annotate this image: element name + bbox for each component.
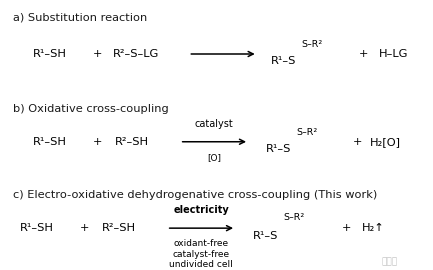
Text: R¹–SH: R¹–SH [33, 137, 67, 147]
Text: R¹–S: R¹–S [266, 143, 292, 154]
Text: H₂↑: H₂↑ [362, 223, 385, 233]
Text: a) Substitution reaction: a) Substitution reaction [13, 12, 147, 22]
Text: 化学加: 化学加 [381, 257, 398, 266]
Text: +: + [342, 223, 351, 233]
Text: R²–SH: R²–SH [102, 223, 136, 233]
Text: undivided cell: undivided cell [169, 260, 233, 269]
Text: +: + [93, 137, 102, 147]
Text: +: + [359, 49, 368, 59]
Text: R²–SH: R²–SH [115, 137, 149, 147]
Text: b) Oxidative cross-coupling: b) Oxidative cross-coupling [13, 104, 169, 114]
Text: +: + [352, 137, 362, 147]
Text: H₂[O]: H₂[O] [370, 137, 401, 147]
Text: R²–S–LG: R²–S–LG [113, 49, 159, 59]
Text: R¹–SH: R¹–SH [33, 49, 67, 59]
Text: [O]: [O] [207, 153, 221, 162]
Text: electricity: electricity [174, 205, 229, 215]
Text: S–R²: S–R² [297, 128, 318, 137]
Text: R¹–S: R¹–S [253, 231, 279, 241]
Text: R¹–SH: R¹–SH [20, 223, 54, 233]
Text: R¹–S: R¹–S [271, 56, 296, 66]
Text: oxidant-free: oxidant-free [174, 239, 229, 248]
Text: catalyst: catalyst [195, 119, 234, 129]
Text: c) Electro-oxidative dehydrogenative cross-coupling (This work): c) Electro-oxidative dehydrogenative cro… [13, 190, 377, 200]
Text: +: + [80, 223, 89, 233]
Text: +: + [93, 49, 102, 59]
Text: catalyst-free: catalyst-free [173, 250, 230, 259]
Text: H–LG: H–LG [379, 49, 408, 59]
Text: S–R²: S–R² [284, 213, 305, 222]
Text: S–R²: S–R² [301, 40, 322, 49]
